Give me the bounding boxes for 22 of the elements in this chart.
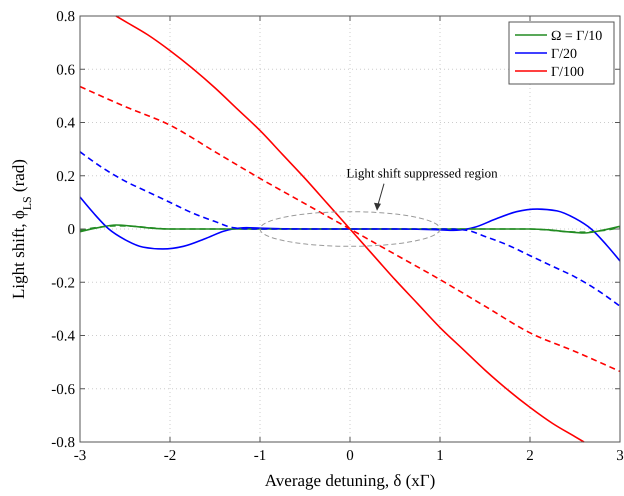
y-tick-label: 0.2 — [56, 168, 75, 185]
x-tick-label: -2 — [164, 448, 176, 464]
x-tick-label: -1 — [254, 448, 266, 464]
legend-label: Γ/20 — [551, 47, 577, 62]
y-tick-label: 0.4 — [56, 116, 76, 132]
y-tick-label: 0 — [68, 222, 75, 238]
x-tick-label: 2 — [526, 448, 534, 464]
x-tick-label: 3 — [616, 448, 624, 464]
x-axis-title: Average detuning, δ (xΓ) — [264, 471, 436, 490]
y-tick-label: 0.6 — [56, 62, 76, 78]
y-tick-label: 0.8 — [56, 9, 75, 25]
legend-label: Γ/100 — [551, 65, 584, 80]
y-tick-label: -0.8 — [51, 435, 75, 451]
x-tick-label: 1 — [436, 448, 444, 464]
x-tick-label: 0 — [346, 448, 354, 464]
annotation: Light shift suppressed region — [346, 166, 498, 181]
y-tick-label: -0.4 — [51, 328, 76, 344]
y-tick-label: -0.2 — [51, 275, 75, 292]
legend-label: Ω = Γ/10 — [551, 29, 602, 44]
line-series — [79, 150, 621, 308]
x-tick-label: -3 — [74, 448, 86, 464]
y-tick-label: -0.6 — [51, 382, 76, 398]
